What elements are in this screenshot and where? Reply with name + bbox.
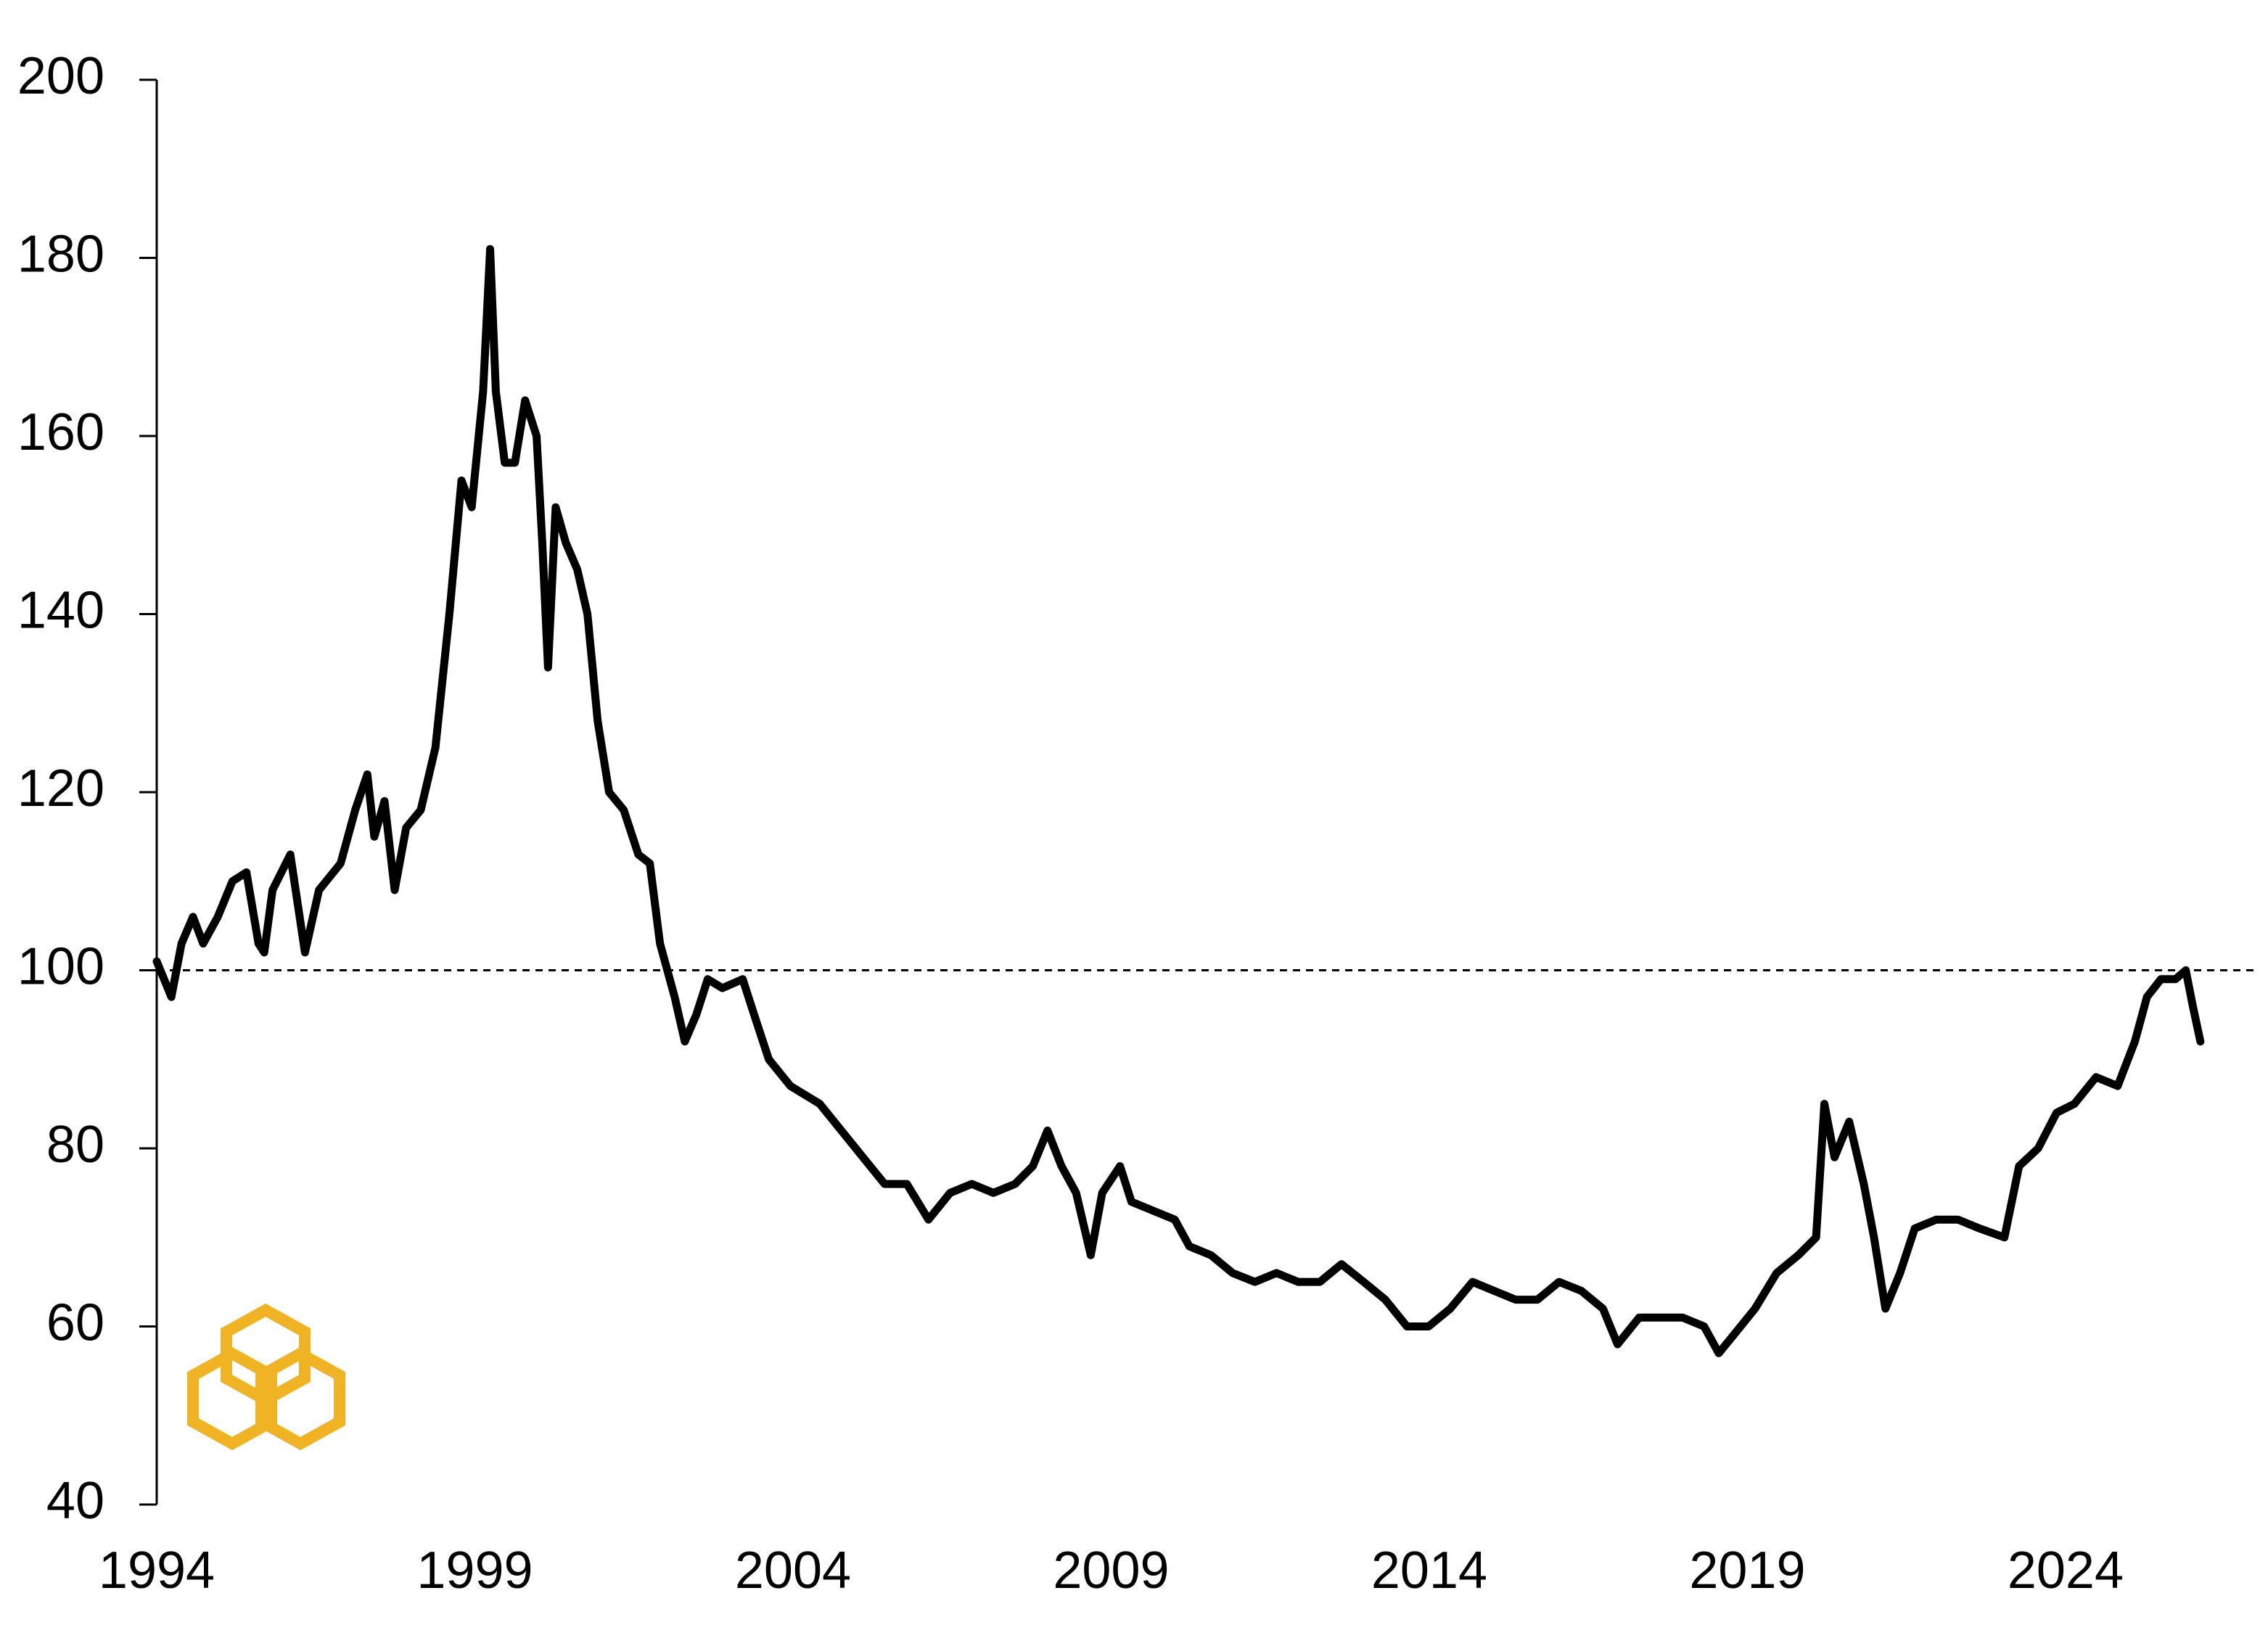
x-tick-label: 2004 xyxy=(735,1542,851,1600)
x-tick-label: 2009 xyxy=(1053,1542,1169,1600)
x-tick-label: 1999 xyxy=(416,1542,533,1600)
y-tick-label: 80 xyxy=(46,1116,104,1174)
x-tick-label: 2019 xyxy=(1689,1542,1805,1600)
x-tick-label: 1994 xyxy=(99,1542,215,1600)
x-tick-label: 2024 xyxy=(2008,1542,2124,1600)
data-line xyxy=(152,244,2205,1357)
y-tick-label: 160 xyxy=(17,403,104,461)
y-tick-label: 180 xyxy=(17,226,104,284)
y-tick-label: 140 xyxy=(17,582,104,640)
y-tick-label: 60 xyxy=(46,1294,104,1352)
y-tick-label: 40 xyxy=(46,1472,104,1530)
y-tick-label: 120 xyxy=(17,760,104,818)
x-tick-label: 2014 xyxy=(1371,1542,1487,1600)
logo xyxy=(187,1303,345,1451)
y-tick-label: 200 xyxy=(17,47,104,105)
y-tick-label: 100 xyxy=(17,938,104,996)
